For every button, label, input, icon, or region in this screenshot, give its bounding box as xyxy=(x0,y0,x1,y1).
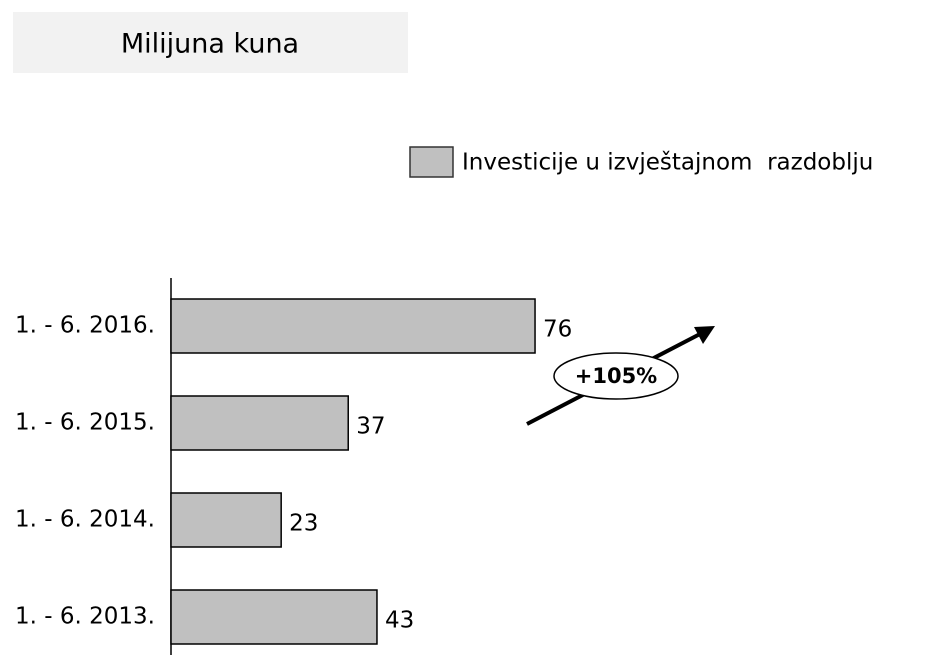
bar xyxy=(170,395,349,451)
bar xyxy=(170,589,378,645)
value-label: 37 xyxy=(356,414,385,440)
annotation: +105% xyxy=(575,364,657,388)
y-tick-label: 1. - 6. 2016. xyxy=(15,313,155,339)
y-tick-label: 1. - 6. 2015. xyxy=(15,410,155,436)
y-tick-label: 1. - 6. 2013. xyxy=(15,604,155,630)
bar xyxy=(170,298,536,354)
bar xyxy=(170,492,282,548)
title-box xyxy=(13,12,408,73)
arrow-head xyxy=(694,326,715,344)
annotation-ellipse xyxy=(553,352,679,400)
value-label: 43 xyxy=(385,608,414,634)
legend-swatch xyxy=(409,146,454,178)
value-label: 76 xyxy=(543,317,572,343)
chart-title: Milijuna kuna xyxy=(121,29,299,60)
value-label: 23 xyxy=(289,511,318,537)
y-tick-label: 1. - 6. 2014. xyxy=(15,507,155,533)
legend-label: Investicije u izvještajnom razdoblju xyxy=(462,150,873,176)
